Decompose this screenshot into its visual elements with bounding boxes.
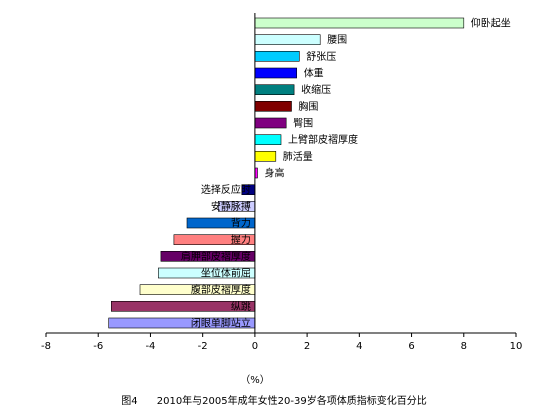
bar-7 [254,117,287,129]
x-tick-label-6: 2 [304,341,310,352]
category-label-9: 肺活量 [283,151,313,163]
category-label-18: 纵跳 [231,300,251,313]
category-label-12: 安静脉搏 [211,200,251,213]
category-label-19: 闭眼单脚站立 [191,317,251,330]
figure-title: 2010年与2005年成年女性20-39岁各项体质指标变化百分比 [156,396,427,407]
bar-5 [254,84,295,95]
bar-1 [254,17,465,29]
category-label-4: 体重 [304,67,324,80]
category-label-6: 胸围 [298,100,318,113]
category-label-15: 肩胛部皮褶厚度 [181,250,251,263]
x-tick-label-7: 4 [356,341,362,352]
category-label-5: 收缩压 [301,83,331,96]
category-label-8: 上臂部皮褶厚度 [288,133,358,146]
bar-3 [254,50,300,62]
figure-number: 图4 [121,396,138,407]
category-label-13: 背力 [231,217,251,230]
x-axis: -8 -6 -4 -2 0 2 4 6 8 10 [41,13,522,352]
category-label-3: 舒张压 [306,50,336,63]
bar-9 [254,151,277,162]
bar-6 [254,101,292,112]
category-label-14: 握力 [231,233,251,246]
category-label-17: 腹部皮褶厚度 [191,283,251,296]
figure-caption: 图4 2010年与2005年成年女性20-39岁各项体质指标变化百分比 [0,392,548,407]
x-axis-unit-label: （%） [240,374,270,386]
category-label-7: 臀围 [293,118,313,130]
x-tick-label-5: 0 [252,341,258,352]
bar-4 [254,67,297,79]
x-tick-label-3: -4 [145,341,155,352]
bars-group: 仰卧起坐腰围舒张压体重收缩压胸围臀围上臂部皮褶厚度肺活量身高选择反应时安静脉搏背… [108,17,511,330]
category-label-16: 坐位体前屈 [201,267,251,280]
x-tick-label-4: -2 [198,341,208,352]
x-tick-label-8: 6 [408,341,414,352]
category-label-2: 腰围 [327,34,347,46]
category-label-10: 身高 [265,167,285,180]
x-tick-label-10: 10 [510,341,523,352]
category-label-11: 选择反应时 [201,183,251,196]
category-label-1: 仰卧起坐 [471,17,511,30]
x-tick-label-9: 8 [461,341,467,352]
x-tick-label-2: -6 [93,341,103,352]
x-tick-label-1: -8 [41,341,51,352]
bar-2 [254,34,321,46]
bar-8 [254,134,282,145]
